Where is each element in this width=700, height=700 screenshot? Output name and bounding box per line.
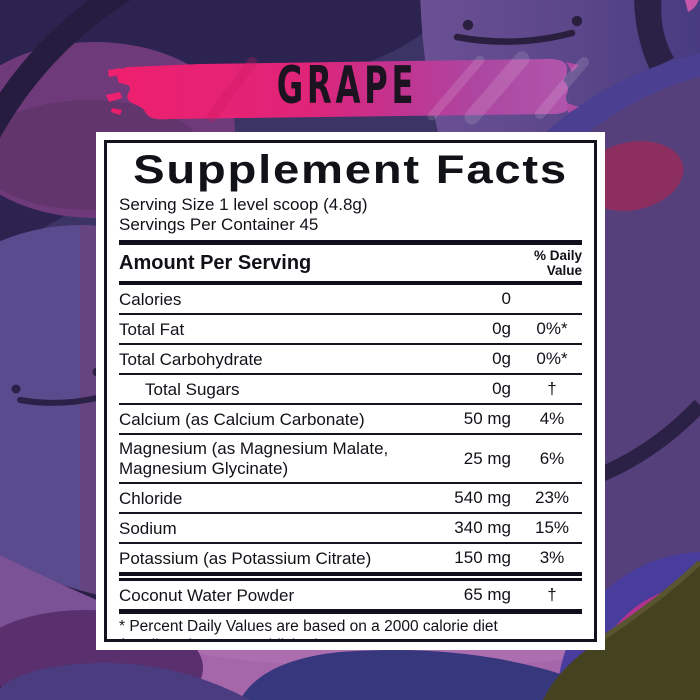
servings-per-container: Servings Per Container 45 <box>119 215 319 235</box>
divider-thick <box>119 609 582 615</box>
divider-double <box>119 572 582 582</box>
footnote-percent-dv: * Percent Daily Values are based on a 20… <box>119 618 498 636</box>
amount-per-serving-header: Amount Per Serving <box>119 252 312 275</box>
table-row-total-fat: Total Fat 0g 0%* <box>119 313 582 343</box>
table-row-coconut-water-powder: Coconut Water Powder 65 mg † <box>119 585 557 605</box>
supplement-facts-panel: Supplement Facts Serving Size 1 level sc… <box>96 132 605 650</box>
footnote-dagger: † Daily Value not established <box>119 637 582 639</box>
table-row-potassium: Potassium (as Potassium Citrate) 150 mg … <box>119 542 582 572</box>
brush-stroke-banner <box>106 51 589 125</box>
table-row-magnesium: Magnesium (as Magnesium Malate, Magnesiu… <box>119 433 582 482</box>
table-row-total-carbohydrate: Total Carbohydrate 0g 0%* <box>119 343 582 373</box>
divider-thick <box>119 281 582 286</box>
divider-thick <box>119 239 582 245</box>
footnotes: * Percent Daily Values are based on a 20… <box>119 614 582 639</box>
nutrient-table: Calories 0 Total Fat 0g 0%* Total Carboh… <box>119 285 582 572</box>
panel-title: Supplement Facts <box>133 148 568 192</box>
table-row-calories: Calories 0 <box>119 289 511 309</box>
table-row-total-sugars: Total Sugars 0g † <box>119 373 582 403</box>
table-header: Amount Per Serving % Daily Value <box>119 245 582 282</box>
table-row-sodium: Sodium 340 mg 15% <box>119 512 582 542</box>
table-row-chloride: Chloride 540 mg 23% <box>119 482 582 512</box>
supplement-facts-border: Supplement Facts Serving Size 1 level sc… <box>104 140 597 642</box>
serving-size: Serving Size 1 level scoop (4.8g) <box>119 195 368 214</box>
daily-value-header: % Daily Value <box>533 247 582 278</box>
flavor-name: GRAPE <box>276 56 418 116</box>
leaf-shape <box>543 560 700 700</box>
table-row-calcium: Calcium (as Calcium Carbonate) 50 mg 4% <box>119 403 582 433</box>
grape-face-top-right <box>453 15 583 45</box>
